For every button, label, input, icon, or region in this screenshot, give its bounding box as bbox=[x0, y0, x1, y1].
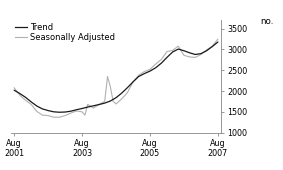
Legend: Trend, Seasonally Adjusted: Trend, Seasonally Adjusted bbox=[11, 19, 119, 45]
Y-axis label: no.: no. bbox=[260, 17, 273, 26]
